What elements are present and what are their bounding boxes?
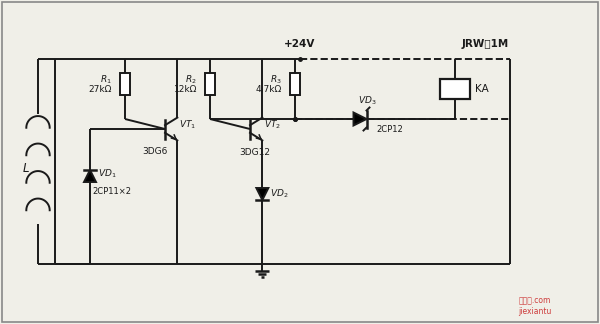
Text: JRW－1M: JRW－1M bbox=[461, 39, 509, 49]
Text: $L$: $L$ bbox=[22, 163, 30, 176]
Text: 27kΩ: 27kΩ bbox=[89, 85, 112, 94]
Text: $R_1$: $R_1$ bbox=[100, 74, 112, 86]
Text: $VT_1$: $VT_1$ bbox=[179, 119, 197, 131]
Text: KA: KA bbox=[475, 84, 489, 94]
Text: $VD_3$: $VD_3$ bbox=[358, 95, 377, 107]
Text: $VD_2$: $VD_2$ bbox=[271, 188, 289, 200]
Text: $VD_1$: $VD_1$ bbox=[98, 168, 116, 180]
Text: 3DG6: 3DG6 bbox=[142, 146, 167, 156]
Bar bbox=[120, 73, 130, 95]
Text: $R_2$: $R_2$ bbox=[185, 74, 197, 86]
Polygon shape bbox=[256, 188, 268, 200]
Text: +24V: +24V bbox=[284, 39, 316, 49]
Text: 12kΩ: 12kΩ bbox=[173, 85, 197, 94]
Bar bbox=[205, 73, 215, 95]
Text: 2CP12: 2CP12 bbox=[376, 124, 403, 133]
Polygon shape bbox=[353, 112, 367, 125]
Bar bbox=[290, 73, 300, 95]
Text: $VT_2$: $VT_2$ bbox=[265, 119, 281, 131]
Text: 3DG12: 3DG12 bbox=[239, 148, 271, 157]
Text: 4.7kΩ: 4.7kΩ bbox=[256, 85, 282, 94]
Text: 接线图.com
jiexiantu: 接线图.com jiexiantu bbox=[518, 296, 551, 316]
Text: $R_3$: $R_3$ bbox=[270, 74, 282, 86]
Polygon shape bbox=[84, 170, 96, 182]
Text: 2CP11×2: 2CP11×2 bbox=[92, 188, 131, 196]
Bar bbox=[440, 79, 470, 99]
